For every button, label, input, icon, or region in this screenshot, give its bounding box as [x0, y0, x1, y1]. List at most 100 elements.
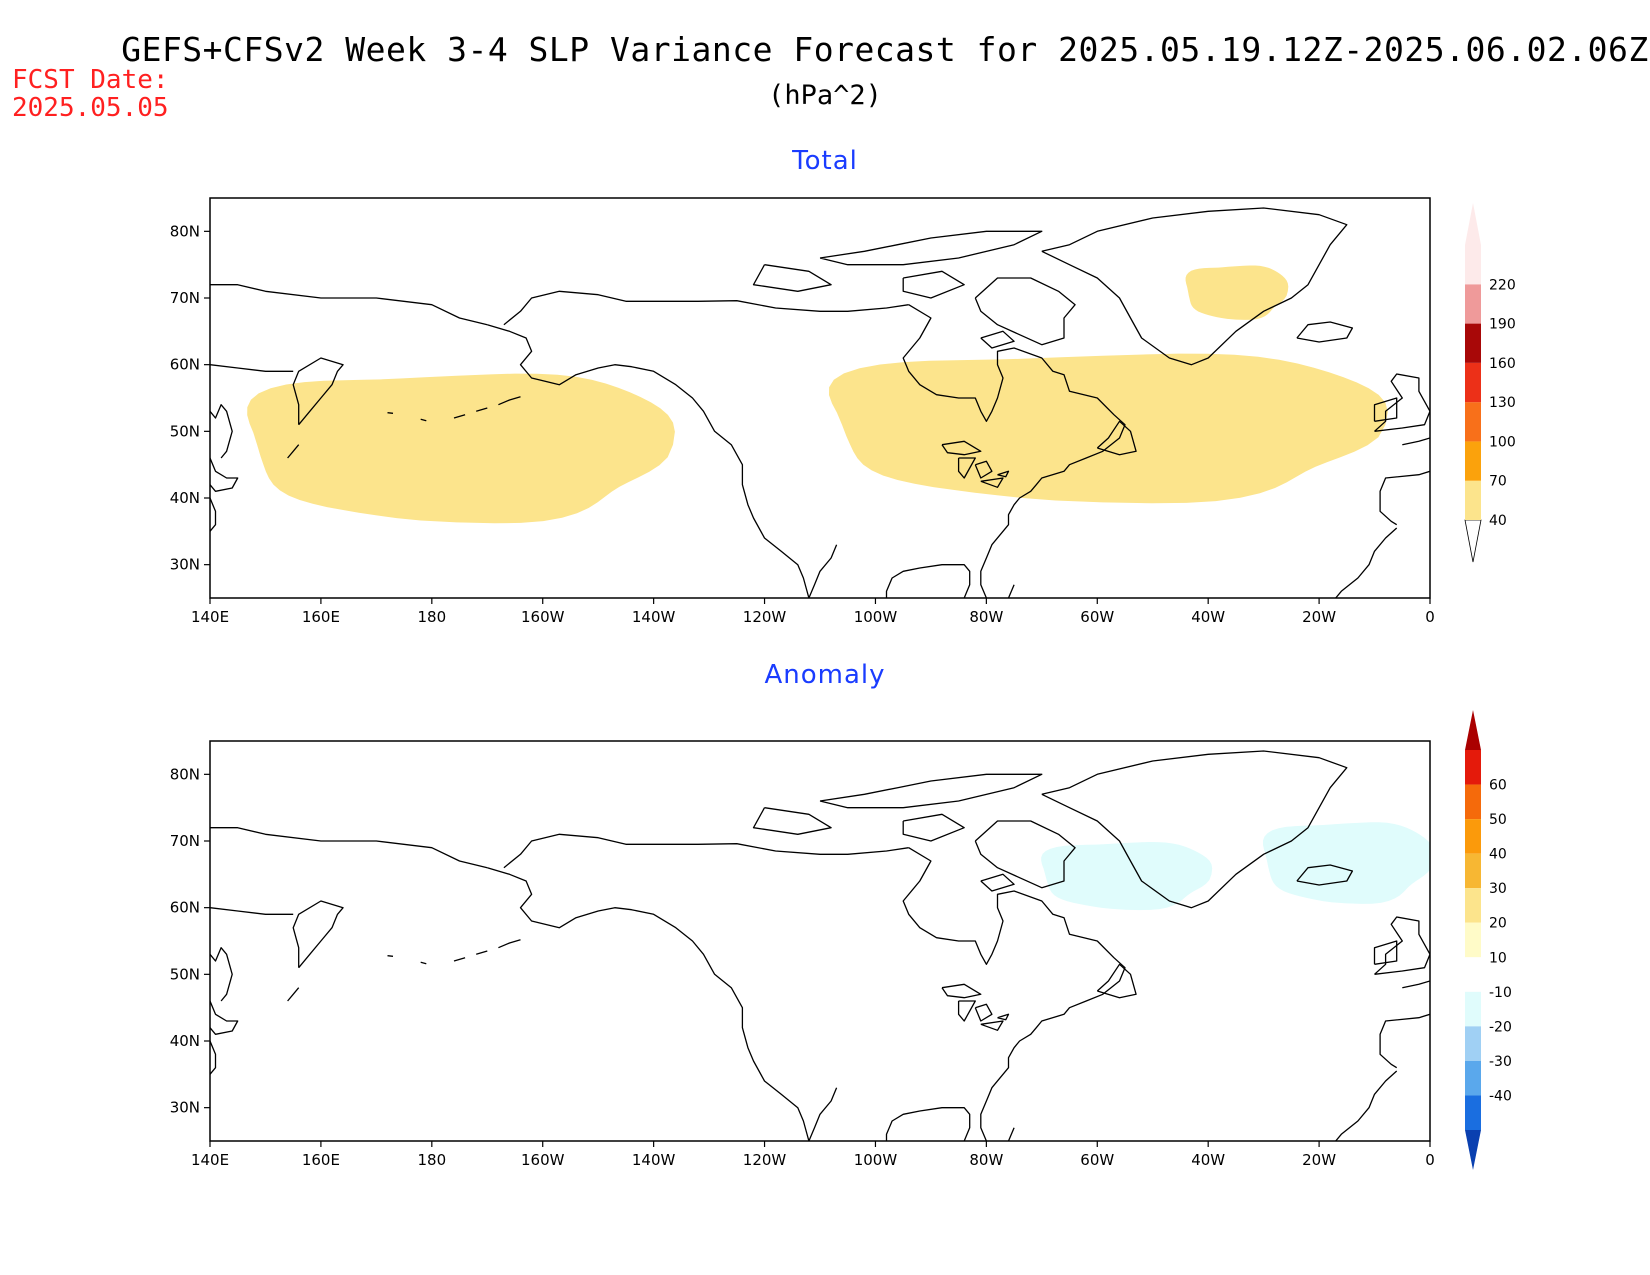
total-x-tick-label: 140W: [632, 608, 676, 626]
total-colorbar-segment: [1465, 284, 1481, 324]
total-coastline-8: [752, 264, 832, 292]
anomaly-coastline-35: [808, 1140, 810, 1141]
anomaly-coastline-14: [980, 1020, 1004, 1031]
anomaly-colorbar-label: 30: [1489, 881, 1507, 897]
total-coastline-26: [210, 404, 233, 459]
total-coastline-3: [902, 304, 1126, 598]
anomaly-coastline-8: [752, 807, 832, 835]
total-coastline-37: [1007, 584, 1015, 598]
anomaly-coastline-10: [980, 873, 1015, 892]
anomaly-coastline-3: [902, 847, 1126, 1141]
anomaly-coastline-30: [420, 961, 427, 965]
anomaly-coastline-22: [1335, 1070, 1398, 1141]
panel-title-total: Total: [792, 146, 858, 176]
anomaly-colorbar-segment: [1465, 853, 1481, 889]
total-x-tick-label: 60W: [1080, 608, 1114, 626]
total-coastline-34: [287, 444, 300, 459]
total-coastline-17: [1296, 321, 1354, 343]
total-colorbar-label: 70: [1489, 474, 1507, 490]
anomaly-shaded-region-1: [1263, 822, 1430, 904]
anomaly-colorbar-label: 50: [1489, 812, 1507, 828]
total-coastline-14: [980, 477, 1004, 488]
anomaly-coastline-9: [902, 813, 965, 842]
total-coastline-21: [1402, 437, 1430, 446]
anomaly-coastline-23: [210, 827, 488, 869]
total-y-tick-label: 80N: [170, 222, 200, 240]
anomaly-coastline-4: [885, 1107, 971, 1141]
total-coastline-7: [819, 230, 1043, 266]
anomaly-colorbar-segment: [1465, 991, 1481, 1027]
anomaly-coastline-32: [476, 950, 488, 955]
anomaly-colorbar-label: 20: [1489, 916, 1507, 932]
total-x-tick-label: 80W: [969, 608, 1003, 626]
anomaly-coastline-27: [210, 1000, 239, 1035]
anomaly-colorbar-segment: [1465, 750, 1481, 785]
anomaly-coastline-21: [1402, 980, 1430, 989]
anomaly-coastline-33: [498, 939, 521, 949]
anomaly-y-tick-label: 80N: [170, 765, 200, 783]
anomaly-colorbar-segment: [1465, 1095, 1481, 1130]
total-coastline-29: [387, 412, 394, 414]
total-coastline-23: [210, 284, 488, 326]
anomaly-coastline-0: [487, 867, 810, 1141]
total-coastline-4: [885, 564, 971, 598]
total-coastline-25: [210, 364, 294, 372]
total-coastline-27: [210, 457, 239, 492]
anomaly-coastline-2: [503, 833, 909, 869]
anomaly-coastline-29: [387, 955, 394, 957]
fcst-date-label: FCST Date:: [12, 65, 169, 95]
anomaly-coastline-5: [1041, 750, 1348, 909]
total-colorbar-segment: [1465, 480, 1481, 520]
anomaly-coastline-20: [1379, 1013, 1430, 1069]
anomaly-y-tick-label: 60N: [170, 899, 200, 917]
total-y-tick-label: 70N: [170, 289, 200, 307]
anomaly-x-tick-label: 80W: [969, 1151, 1003, 1169]
total-coastline-10: [980, 330, 1015, 349]
total-map-layer: [210, 207, 1430, 598]
main-title: GEFS+CFSv2 Week 3-4 SLP Variance Forecas…: [121, 30, 1649, 69]
total-y-tick-label: 60N: [170, 356, 200, 374]
total-map-frame: [209, 197, 1431, 599]
anomaly-x-tick-label: 140E: [191, 1151, 229, 1169]
total-shaded-region-1: [829, 353, 1388, 504]
total-coastline-18: [1374, 373, 1430, 432]
total-coastline-24: [292, 357, 344, 426]
anomaly-colorbar-label: 40: [1489, 847, 1507, 863]
anomaly-colorbar-cap-low: [1465, 1130, 1481, 1170]
units-label: (hPa^2): [768, 80, 882, 111]
anomaly-map-layer: [210, 750, 1430, 1141]
total-coastline-16: [1096, 420, 1137, 456]
total-x-tick-label: 140E: [191, 608, 229, 626]
anomaly-x-tick-label: 140W: [632, 1151, 676, 1169]
anomaly-coastline-1: [808, 1087, 838, 1141]
anomaly-colorbar-label: -30: [1489, 1054, 1512, 1070]
total-coastline-6: [974, 277, 1076, 346]
anomaly-colorbar-segment: [1465, 957, 1481, 992]
total-x-tick-label: 120W: [743, 608, 787, 626]
anomaly-coastline-16: [1096, 963, 1137, 999]
total-coastline-13: [974, 460, 993, 479]
total-x-tick-label: 160W: [521, 608, 565, 626]
total-coastline-22: [1335, 527, 1398, 598]
total-colorbar-label: 220: [1489, 277, 1516, 293]
anomaly-colorbar-segment: [1465, 1026, 1481, 1061]
anomaly-colorbar-segment: [1465, 819, 1481, 854]
total-x-tick-label: 180: [417, 608, 446, 626]
total-coastline-1: [808, 544, 838, 598]
total-coastline-35: [808, 597, 810, 598]
total-colorbar-label: 190: [1489, 317, 1516, 333]
total-shaded-region-0: [247, 373, 675, 524]
total-colorbar-label: 130: [1489, 395, 1516, 411]
total-colorbar-cap-high: [1465, 203, 1481, 245]
anomaly-x-tick-label: 60W: [1080, 1151, 1114, 1169]
total-shaded-region-2: [1185, 265, 1289, 320]
anomaly-x-tick-label: 160W: [521, 1151, 565, 1169]
anomaly-y-tick-label: 70N: [170, 832, 200, 850]
anomaly-coastline-24: [292, 900, 344, 969]
anomaly-coastline-11: [941, 983, 982, 999]
anomaly-coastline-19: [1373, 940, 1398, 965]
total-colorbar-cap-low: [1464, 519, 1482, 563]
anomaly-colorbar-segment: [1465, 922, 1481, 958]
total-coastline-31: [453, 414, 466, 419]
anomaly-colorbar-segment: [1465, 784, 1481, 820]
